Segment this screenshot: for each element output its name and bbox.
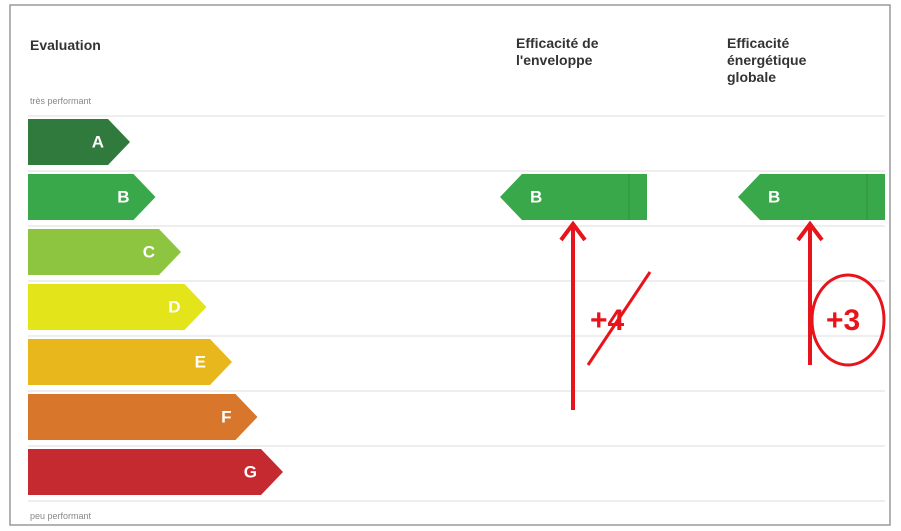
rating-bar (738, 174, 885, 220)
arrow-head (559, 220, 587, 242)
rating-label: B (768, 187, 780, 206)
grade-bar (28, 119, 130, 165)
envelope-title: Efficacité de (516, 35, 599, 51)
annotations (559, 220, 886, 410)
grade-label: C (143, 242, 155, 261)
grade-label: A (92, 132, 104, 151)
grade-bar (28, 229, 181, 275)
top-note: très performant (30, 96, 92, 106)
global-title: énergétique (727, 52, 807, 68)
arrow-head (796, 220, 824, 242)
grade-rows: A B C D E F G B B (28, 115, 885, 502)
global-title: globale (727, 69, 776, 85)
rating-label: B (530, 187, 542, 206)
grade-bar (28, 394, 258, 440)
evaluation-title: Evaluation (30, 37, 101, 53)
grade-bar (28, 284, 207, 330)
global-title: Efficacité (727, 35, 789, 51)
grade-label: B (117, 187, 129, 206)
grade-bar (28, 174, 156, 220)
circle (810, 273, 886, 367)
global-annotation: +3 (826, 304, 860, 337)
grade-bar (28, 339, 232, 385)
envelope-annotation: +4 (590, 304, 625, 337)
rating-bar (500, 174, 647, 220)
strike (586, 271, 652, 366)
grade-label: D (168, 297, 180, 316)
grade-label: G (244, 462, 257, 481)
grade-label: E (195, 352, 206, 371)
envelope-title: l'enveloppe (516, 52, 593, 68)
grade-label: F (221, 407, 231, 426)
bottom-note: peu performant (30, 511, 92, 521)
grade-bar (28, 449, 283, 495)
